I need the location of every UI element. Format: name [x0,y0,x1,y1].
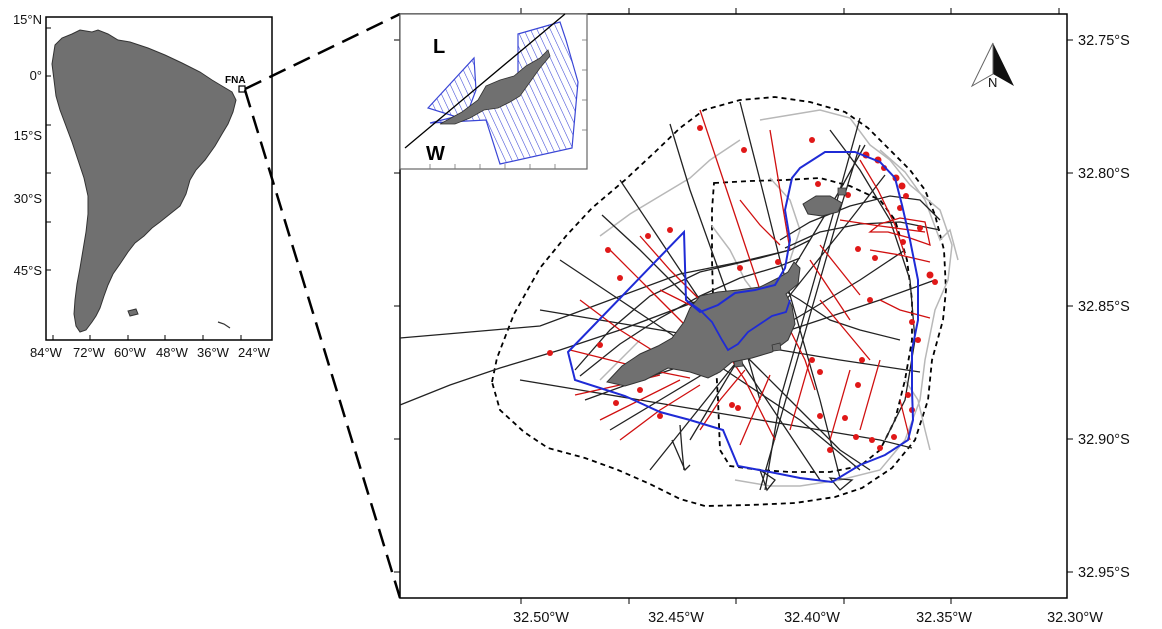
site-label: FNA [225,75,246,86]
overview-map: FNA 84°W 72°W 60°W 48°W 36°W 24°W 15°N 0… [13,12,273,360]
zoom-connector-lines [243,12,402,599]
main-island [606,261,801,387]
outer-dashed-boundary [491,96,947,507]
detail-y-tick-label: 32.95°S [1078,565,1130,581]
detail-y-tick-label: 32.80°S [1078,166,1130,182]
overview-x-tick-label: 60°W [114,345,147,360]
small-islet [733,359,744,368]
falkland-islands [127,308,139,317]
inset-map: L W [399,13,588,170]
detail-map: N 32.50°W 32.45°W 32.40°W 32.35°W 32.30°… [394,8,1130,626]
north-arrow-icon [970,42,1014,88]
red-station-points [547,125,938,453]
detail-x-tick-label: 32.45°W [648,610,704,626]
detail-y-tick-label: 32.90°S [1078,432,1130,448]
inset-label-l: L [433,36,445,58]
inset-island [439,49,551,125]
overview-x-tick-label: 84°W [30,345,63,360]
blue-survey-polygon [566,151,919,484]
overview-x-tick-label: 36°W [197,345,230,360]
south-georgia [217,321,231,329]
small-islet [771,342,782,352]
south-america-landmass [51,29,237,333]
blue-internal-boundary [685,299,791,352]
overview-y-tick-label: 15°S [14,128,43,143]
overview-y-tick-label: 45°S [14,263,43,278]
overview-x-tick-label: 24°W [238,345,271,360]
small-islet [837,187,847,196]
overview-x-tick-label: 48°W [156,345,189,360]
detail-y-tick-label: 32.85°S [1078,299,1130,315]
detail-x-tick-label: 32.40°W [784,610,840,626]
overview-y-tick-label: 15°N [13,12,42,27]
overview-y-tick-label: 0° [30,68,42,83]
detail-x-tick-label: 32.30°W [1047,610,1103,626]
detail-y-tick-label: 32.75°S [1078,33,1130,49]
inset-label-w: W [426,143,445,165]
inset-transect-line [404,13,566,149]
overview-y-tick-label: 30°S [14,191,43,206]
north-arrow-label: N [988,75,997,90]
detail-x-tick-label: 32.50°W [513,610,569,626]
overview-x-tick-label: 72°W [73,345,106,360]
detail-x-tick-label: 32.35°W [916,610,972,626]
secondary-island [802,195,843,217]
